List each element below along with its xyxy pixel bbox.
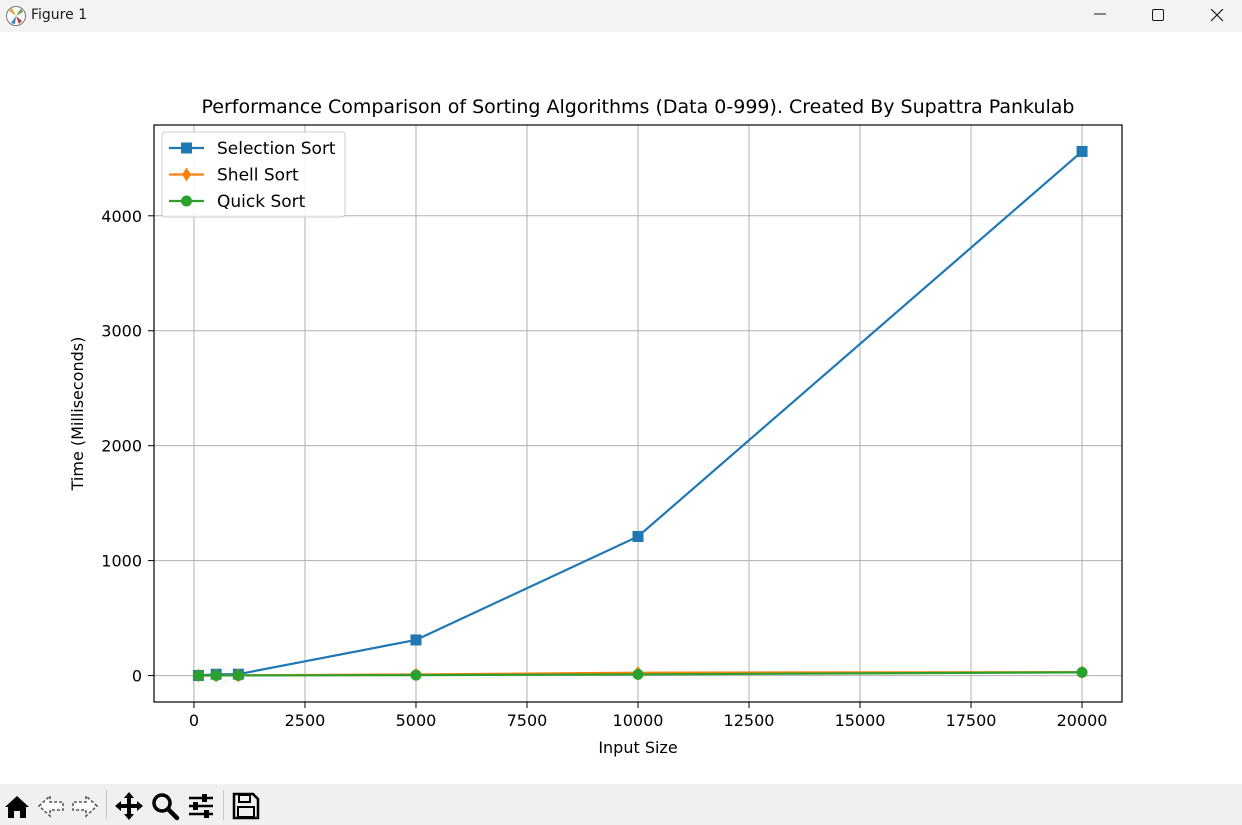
chart-title: Performance Comparison of Sorting Algori… <box>202 96 1075 118</box>
x-tick-label: 0 <box>189 711 199 730</box>
save-button[interactable] <box>229 789 263 823</box>
data-point <box>233 670 244 681</box>
x-tick-label: 7500 <box>507 711 548 730</box>
legend-marker <box>181 143 192 154</box>
x-axis-label: Input Size <box>598 738 677 757</box>
x-tick-label: 15000 <box>835 711 886 730</box>
data-point <box>193 670 204 681</box>
legend: Selection Sort Shell Sort Quick Sort <box>162 132 345 217</box>
back-arrow-icon <box>36 791 66 821</box>
data-point <box>1077 667 1088 678</box>
pan-button[interactable] <box>112 789 146 823</box>
zoom-icon <box>150 791 180 821</box>
series-selection-sort <box>193 146 1088 681</box>
x-tick-label: 10000 <box>613 711 664 730</box>
configure-subplots-button[interactable] <box>184 789 218 823</box>
minimize-icon <box>1093 9 1107 23</box>
title-bar: Figure 1 <box>0 0 1242 32</box>
y-tick-label: 3000 <box>101 322 142 341</box>
x-tick-label: 12500 <box>724 711 775 730</box>
y-tick-label: 0 <box>132 667 142 686</box>
home-icon <box>2 791 32 821</box>
window-title: Figure 1 <box>31 7 87 23</box>
close-icon <box>1210 9 1224 23</box>
home-button[interactable] <box>0 789 34 823</box>
forward-arrow-icon <box>70 791 100 821</box>
data-point <box>410 634 421 645</box>
minimize-button[interactable] <box>1077 0 1123 32</box>
data-point <box>633 531 644 542</box>
toolbar-separator <box>106 790 107 820</box>
x-tick-label: 20000 <box>1057 711 1108 730</box>
legend-marker <box>181 196 192 207</box>
x-tick-label: 17500 <box>946 711 997 730</box>
data-point <box>1077 146 1088 157</box>
back-button[interactable] <box>34 789 68 823</box>
y-tick-label: 2000 <box>101 437 142 456</box>
maximize-icon <box>1151 9 1165 23</box>
x-tick-label: 5000 <box>396 711 437 730</box>
ticks: 0 2500 5000 7500 10000 12500 15000 17500 20000 0 1… <box>101 207 1107 730</box>
configure-subplots-icon <box>186 791 216 821</box>
pan-icon <box>114 791 144 821</box>
series-line <box>198 151 1082 675</box>
x-tick-label: 2500 <box>285 711 326 730</box>
navigation-toolbar <box>0 784 1242 825</box>
legend-label: Quick Sort <box>217 192 306 212</box>
matplotlib-logo-icon <box>5 5 27 27</box>
data-point <box>211 670 222 681</box>
y-axis-label: Time (Milliseconds) <box>68 337 87 492</box>
zoom-button[interactable] <box>148 789 182 823</box>
forward-button[interactable] <box>68 789 102 823</box>
y-tick-label: 4000 <box>101 207 142 226</box>
line-chart: 0 2500 5000 7500 10000 12500 15000 17500 20000 0 1… <box>0 32 1242 784</box>
figure-canvas: 0 2500 5000 7500 10000 12500 15000 17500 20000 0 1… <box>0 32 1242 784</box>
data-point <box>410 670 421 681</box>
close-button[interactable] <box>1194 0 1240 32</box>
legend-label: Shell Sort <box>217 166 299 186</box>
series-layer <box>193 146 1088 683</box>
y-tick-label: 1000 <box>101 552 142 571</box>
maximize-button[interactable] <box>1135 0 1181 32</box>
toolbar-separator <box>223 790 224 820</box>
save-icon <box>231 791 261 821</box>
legend-label: Selection Sort <box>217 139 336 159</box>
data-point <box>633 669 644 680</box>
